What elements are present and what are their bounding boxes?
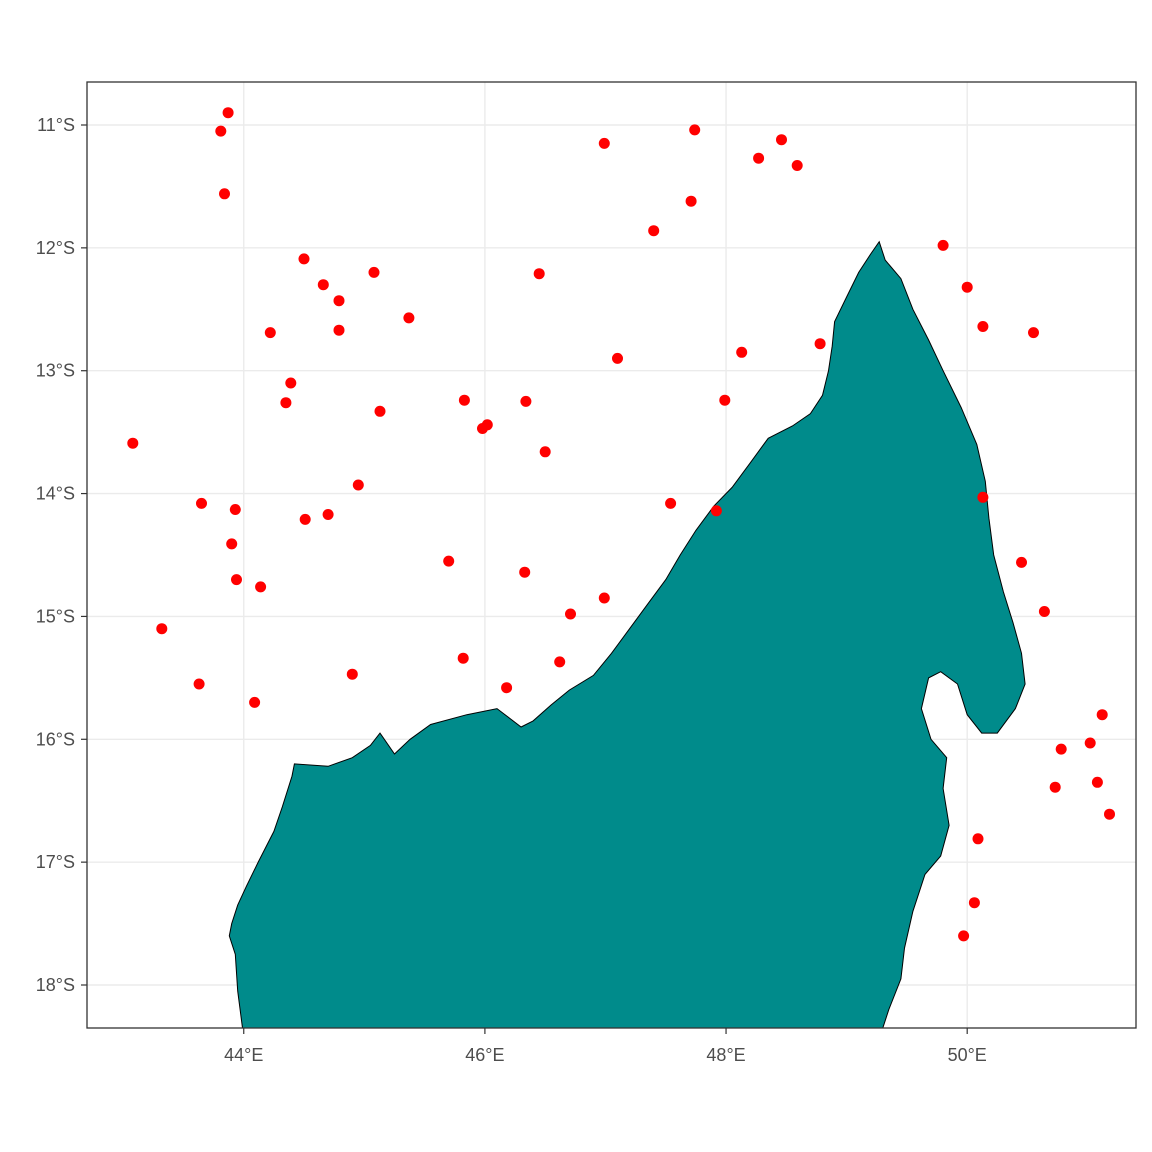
occurrence-point — [219, 188, 230, 200]
y-axis-tick-label: 17°S — [36, 852, 75, 872]
occurrence-point — [689, 124, 701, 136]
occurrence-point — [346, 668, 358, 680]
occurrence-point — [255, 581, 267, 593]
occurrence-point — [322, 509, 334, 520]
occurrence-point — [317, 279, 329, 291]
occurrence-point — [736, 346, 748, 358]
occurrence-point — [554, 656, 566, 668]
axes: 44°E 46°E 48°E 50°E 11°S 12°S 13°S 14°S 15°S 16°S… — [36, 115, 987, 1065]
occurrence-point — [598, 592, 610, 604]
occurrence-point — [368, 266, 380, 278]
y-axis-tick-label: 12°S — [36, 238, 75, 258]
x-axis-tick-label: 48°E — [706, 1045, 745, 1065]
occurrence-point — [685, 195, 697, 207]
y-axis-tick-label: 13°S — [36, 361, 75, 381]
y-axis-tick-label: 11°S — [37, 115, 75, 135]
plot-panel-border — [86, 81, 1137, 1029]
occurrence-point — [457, 652, 469, 664]
occurrence-point — [193, 678, 205, 690]
occurrence-point — [968, 897, 980, 909]
occurrence-point — [958, 930, 970, 942]
occurrence-points — [127, 107, 1115, 942]
occurrence-point — [977, 491, 989, 503]
occurrence-point — [458, 394, 470, 406]
occurrence-point — [710, 505, 722, 517]
occurrence-point — [285, 377, 297, 389]
occurrence-point — [1038, 606, 1050, 617]
occurrence-point — [539, 446, 551, 458]
occurrence-point — [1049, 781, 1061, 793]
occurrence-point — [280, 397, 292, 409]
occurrence-point — [443, 555, 455, 567]
occurrence-point — [776, 134, 787, 146]
occurrence-point — [333, 295, 345, 307]
occurrence-point — [231, 574, 242, 586]
occurrence-point — [961, 281, 973, 293]
y-axis-tick-label: 18°S — [36, 975, 75, 995]
occurrence-point — [299, 513, 311, 525]
occurrence-point — [565, 608, 576, 620]
x-axis-tick-label: 50°E — [948, 1045, 987, 1065]
occurrence-point — [612, 352, 623, 364]
y-axis-tick-label: 14°S — [36, 484, 75, 504]
occurrence-point — [156, 623, 168, 635]
occurrence-point — [648, 225, 660, 237]
occurrence-point — [352, 479, 364, 491]
occurrence-point — [1091, 776, 1103, 788]
occurrence-point — [333, 324, 345, 336]
y-axis-tick-label: 16°S — [36, 729, 75, 749]
occurrence-point — [1104, 808, 1115, 820]
occurrence-point — [226, 538, 238, 550]
occurrence-point — [972, 833, 984, 845]
occurrence-point — [1016, 556, 1027, 568]
occurrence-point — [127, 437, 139, 449]
occurrence-point — [222, 107, 234, 119]
occurrence-point — [481, 419, 493, 431]
occurrence-point — [249, 696, 261, 708]
occurrence-point — [719, 394, 731, 406]
occurrence-point — [196, 497, 207, 509]
occurrence-point — [374, 405, 386, 417]
occurrence-point — [519, 566, 531, 578]
occurrence-point — [1096, 709, 1108, 721]
occurrence-point — [665, 497, 677, 509]
land-mass-madagascar — [228, 240, 1026, 1028]
occurrence-point — [753, 152, 765, 164]
occurrence-point — [1028, 327, 1039, 339]
occurrence-point — [814, 338, 826, 350]
occurrence-point — [1084, 737, 1096, 749]
x-axis-tick-label: 44°E — [224, 1045, 263, 1065]
occurrence-point — [403, 312, 415, 324]
occurrence-point — [1055, 743, 1067, 755]
occurrence-point — [937, 239, 949, 251]
occurrence-point — [215, 125, 227, 137]
occurrence-point — [520, 395, 532, 407]
y-axis-tick-label: 15°S — [36, 606, 75, 626]
occurrence-point — [229, 504, 241, 515]
occurrence-point — [533, 268, 545, 280]
occurrence-point — [977, 321, 989, 332]
occurrence-point — [791, 160, 803, 171]
occurrence-point — [298, 253, 310, 265]
occurrence-point — [598, 137, 610, 149]
x-axis-tick-label: 46°E — [465, 1045, 504, 1065]
occurrence-point — [501, 682, 513, 694]
occurrence-point — [264, 327, 276, 339]
